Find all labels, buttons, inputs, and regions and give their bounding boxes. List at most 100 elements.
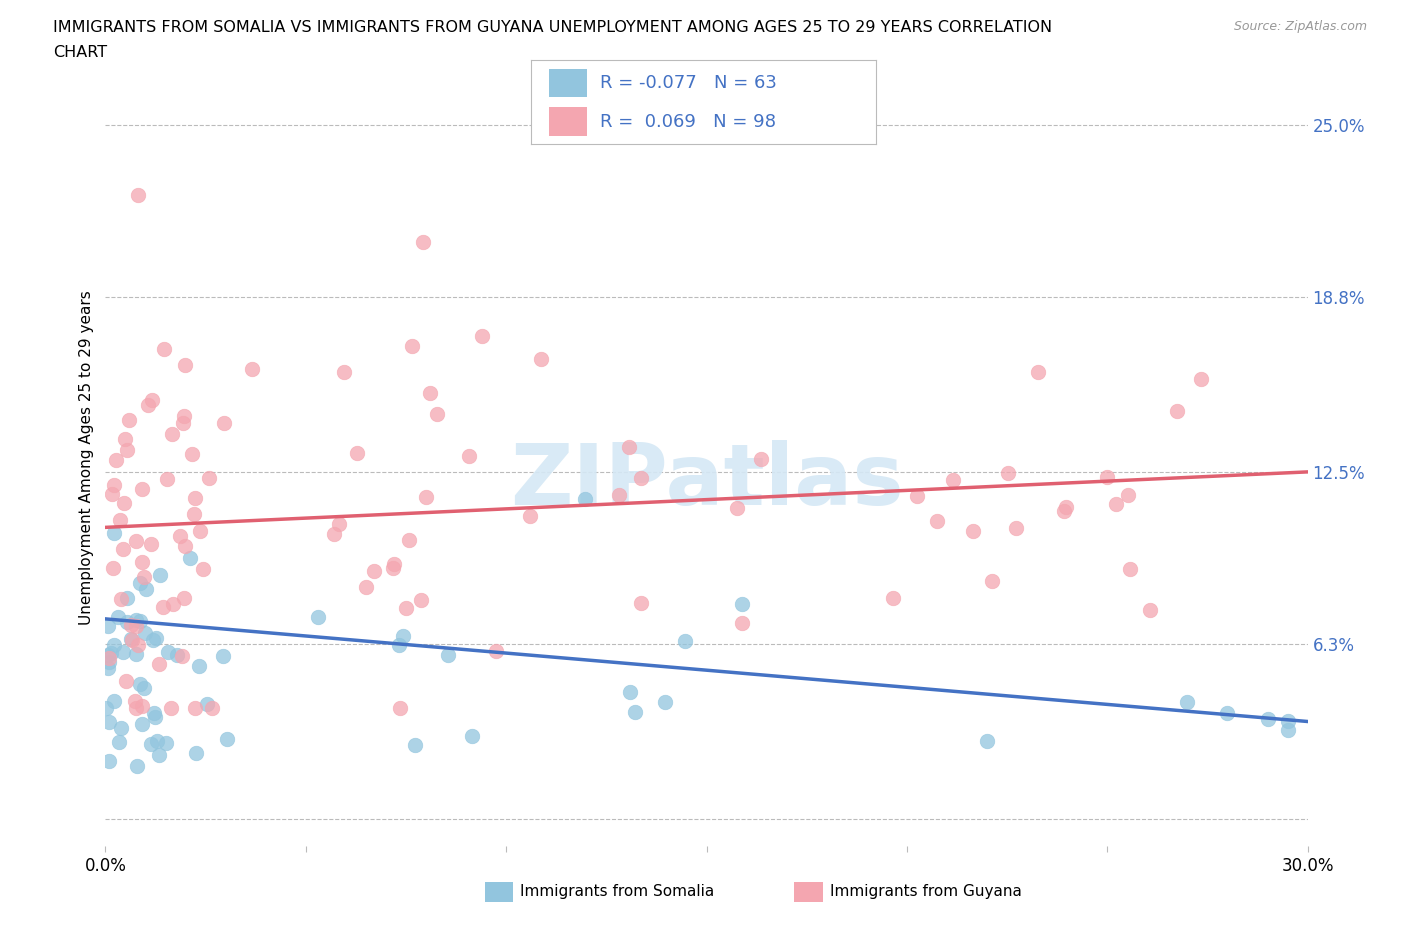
Point [415,489,437,504]
Point [188,659,211,674]
Point [391,629,413,644]
Point [1277,714,1299,729]
Point [162,426,184,441]
Point [98,753,121,768]
Text: CHART: CHART [53,45,107,60]
Point [749,452,772,467]
Point [198,471,221,485]
Point [731,616,754,631]
Point [145,631,167,645]
Point [127,187,149,202]
Point [112,644,135,659]
Point [173,408,195,423]
Point [574,492,596,507]
Point [127,638,149,653]
Point [148,748,170,763]
Point [184,746,207,761]
Point [409,592,432,607]
Point [118,412,141,427]
Point [170,649,193,664]
Point [607,488,630,503]
Point [115,673,138,688]
Point [105,452,128,467]
Point [1189,371,1212,386]
Text: Source: ZipAtlas.com: Source: ZipAtlas.com [1233,20,1367,33]
Point [172,416,194,431]
Point [103,694,125,709]
Point [1166,404,1188,418]
Point [112,541,135,556]
Point [100,645,122,660]
Text: Immigrants from Guyana: Immigrants from Guyana [830,884,1021,899]
Text: IMMIGRANTS FROM SOMALIA VS IMMIGRANTS FROM GUYANA UNEMPLOYMENT AMONG AGES 25 TO : IMMIGRANTS FROM SOMALIA VS IMMIGRANTS FR… [53,20,1053,35]
Point [135,581,157,596]
Point [1054,499,1077,514]
Point [139,537,162,551]
Point [395,601,418,616]
Point [412,234,434,249]
Point [110,720,132,735]
Point [174,357,197,372]
Point [129,677,152,692]
Point [471,328,494,343]
Point [134,626,156,641]
Point [184,700,207,715]
Point [1277,723,1299,737]
Point [131,698,153,713]
Point [1257,711,1279,726]
Point [363,564,385,578]
Point [101,486,124,501]
Point [156,644,179,659]
Point [240,362,263,377]
Y-axis label: Unemployment Among Ages 25 to 29 years: Unemployment Among Ages 25 to 29 years [79,291,94,625]
Point [725,501,748,516]
Point [1216,706,1239,721]
Point [132,681,155,696]
Point [128,613,150,628]
Text: ZIPatlas: ZIPatlas [509,440,904,523]
Point [190,524,212,538]
Point [121,632,143,647]
Point [98,655,121,670]
Point [149,568,172,583]
Point [160,700,183,715]
Point [152,600,174,615]
Point [129,576,152,591]
Point [389,700,412,715]
Point [97,647,120,662]
Point [179,551,201,565]
Point [94,700,117,715]
Point [212,415,235,430]
Point [112,496,135,511]
Point [108,735,131,750]
Point [114,432,136,446]
Point [97,651,120,666]
Point [619,684,641,699]
Point [98,715,121,730]
Point [997,466,1019,481]
Point [401,339,423,353]
Point [354,579,377,594]
Text: Immigrants from Somalia: Immigrants from Somalia [520,884,714,899]
Point [120,631,142,646]
Point [124,533,146,548]
Point [419,386,441,401]
Point [132,570,155,585]
Point [1053,503,1076,518]
Point [191,562,214,577]
Point [1004,521,1026,536]
Point [980,574,1002,589]
Point [143,710,166,724]
Point [962,524,984,538]
Point [346,445,368,460]
Point [942,473,965,488]
Point [101,561,124,576]
Point [125,759,148,774]
Point [215,732,238,747]
FancyBboxPatch shape [548,107,586,136]
Point [131,717,153,732]
Point [173,538,195,553]
Point [673,633,696,648]
Point [530,352,553,366]
Point [110,591,132,606]
